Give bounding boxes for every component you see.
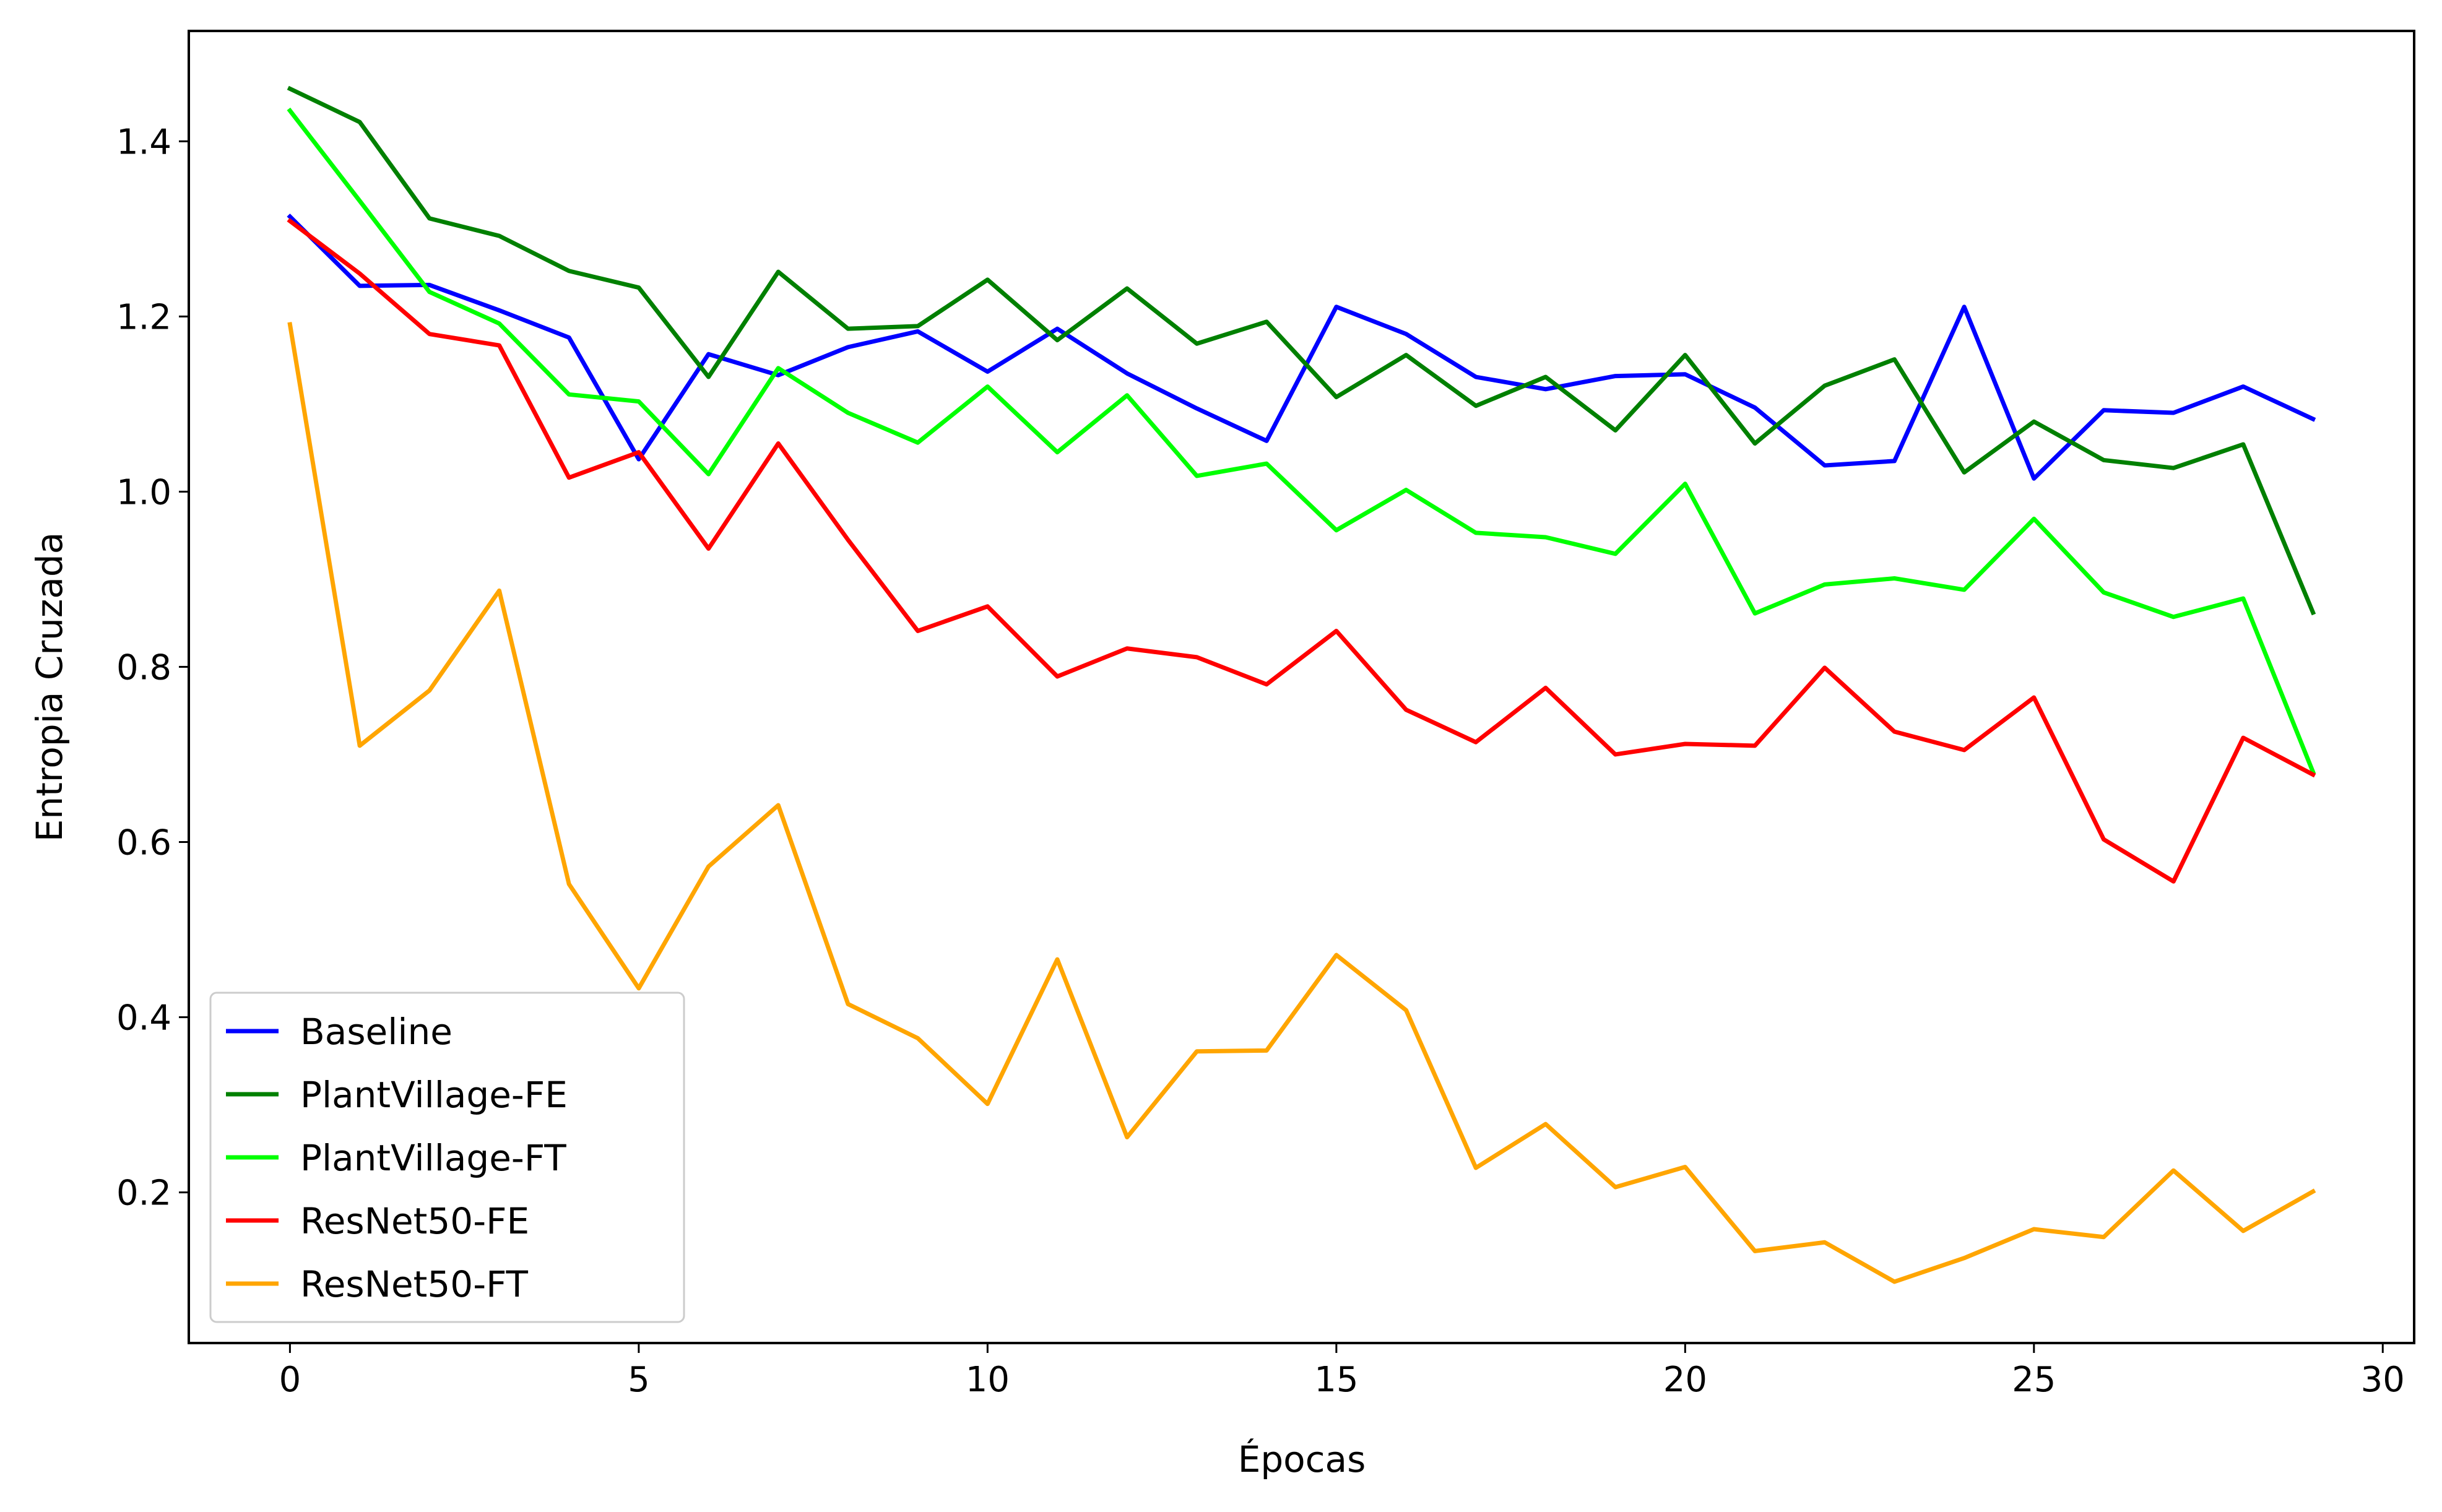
x-tick-label: 0 bbox=[279, 1360, 301, 1400]
y-tick-label: 0.6 bbox=[116, 823, 171, 863]
y-tick-label: 1.2 bbox=[116, 297, 171, 337]
y-tick-label: 0.2 bbox=[116, 1173, 171, 1214]
plot-frame bbox=[188, 30, 2415, 1344]
x-tick-label: 25 bbox=[2012, 1360, 2056, 1400]
legend-label-resnet50-ft: ResNet50-FT bbox=[300, 1263, 528, 1305]
y-axis-title: Entropia Cruzada bbox=[28, 532, 71, 842]
legend-box bbox=[209, 991, 685, 1323]
legend-label-plantvillage-ft: PlantVillage-FT bbox=[300, 1137, 566, 1179]
legend-items: Baseline PlantVillage-FE PlantVillage-FT Re… bbox=[226, 1011, 568, 1305]
legend-label-resnet50-fe: ResNet50-FE bbox=[300, 1200, 529, 1242]
legend: Baseline PlantVillage-FE PlantVillage-FT Re… bbox=[209, 991, 685, 1323]
legend-label-baseline: Baseline bbox=[300, 1011, 452, 1053]
x-tick-label: 15 bbox=[1314, 1360, 1358, 1400]
series-layer bbox=[287, 85, 2316, 1284]
y-tick-label: 1.0 bbox=[116, 472, 171, 512]
series-line-baseline bbox=[287, 214, 2316, 481]
series-line-resnet50-fe bbox=[287, 218, 2316, 884]
y-tick-label: 1.4 bbox=[116, 122, 171, 162]
series-line-plantvillage-fe bbox=[287, 85, 2316, 616]
y-axis: 0.2 0.4 0.6 0.8 1.0 1.2 1.4 bbox=[116, 122, 189, 1214]
x-tick-label: 10 bbox=[966, 1360, 1010, 1400]
y-tick-label: 0.4 bbox=[116, 998, 171, 1039]
x-axis: 0 5 10 15 20 25 30 bbox=[279, 1343, 2405, 1400]
series-line-resnet50-ft bbox=[287, 322, 2316, 1284]
x-tick-label: 20 bbox=[1663, 1360, 1707, 1400]
x-axis-title: Épocas bbox=[1238, 1438, 1366, 1480]
series-line-plantvillage-ft bbox=[287, 107, 2316, 775]
x-tick-label: 5 bbox=[628, 1360, 650, 1400]
x-tick-label: 30 bbox=[2361, 1360, 2405, 1400]
y-tick-label: 0.8 bbox=[116, 647, 171, 688]
legend-label-plantvillage-fe: PlantVillage-FE bbox=[300, 1074, 568, 1116]
